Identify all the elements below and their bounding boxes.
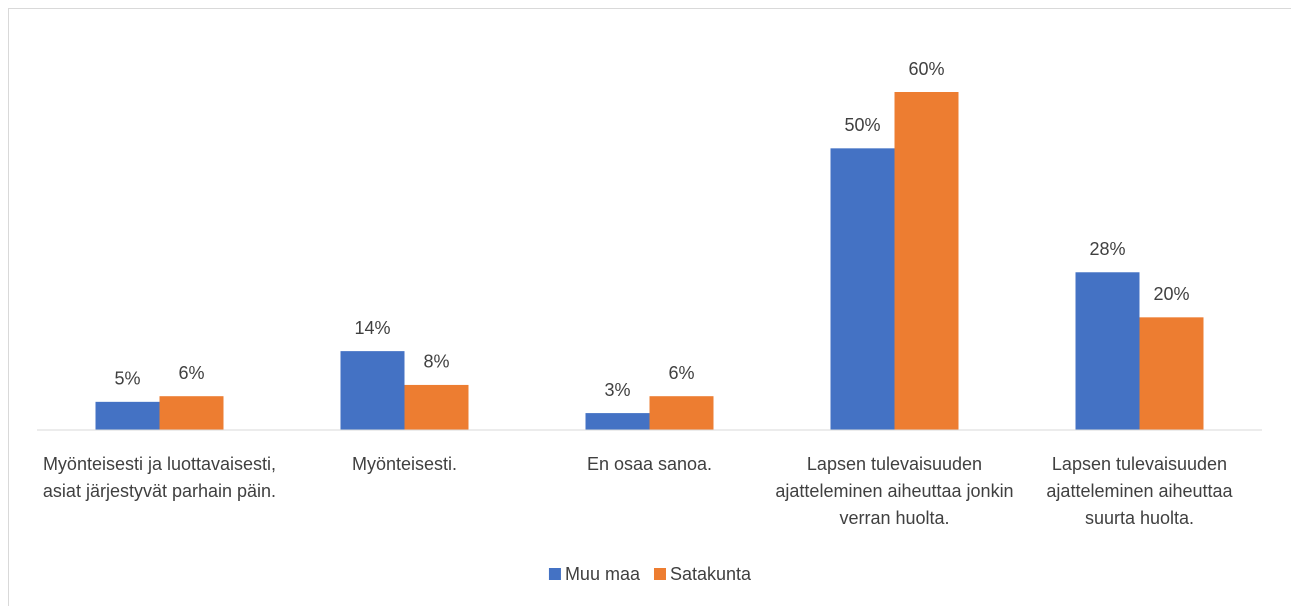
chart-frame [8,8,1291,606]
data-label: 3% [604,380,630,400]
legend-swatch [548,568,561,580]
legend-item: Muu maa [548,564,641,584]
data-label: 5% [114,369,140,389]
data-label: 6% [668,363,694,383]
data-label: 20% [1153,284,1189,304]
data-label: 14% [354,318,390,338]
bar [894,92,959,430]
data-label: 6% [178,363,204,383]
bar [830,148,895,431]
bar [340,351,405,430]
bar [649,396,714,430]
data-label: 28% [1089,239,1125,259]
bar [1139,317,1204,430]
bar [585,413,650,430]
bar [159,396,224,430]
x-tick-label: Myönteisesti. [351,454,458,474]
data-label: 50% [844,115,880,135]
legend-swatch [653,568,666,580]
x-tick-label: En osaa sanoa. [586,454,713,474]
data-label: 8% [423,352,449,372]
legend-item: Satakunta [653,564,752,584]
legend-label: Satakunta [670,564,752,584]
bar [1075,272,1140,430]
legend-label: Muu maa [565,564,641,584]
x-tick-label: Myönteisesti ja luottavaisesti, asiat jä… [42,454,277,501]
x-tick-label: Lapsen tulevaisuuden ajatteleminen aiheu… [775,454,1014,528]
data-label: 60% [908,59,944,79]
bar [95,401,160,430]
bar [404,384,469,430]
x-tick-label: Lapsen tulevaisuuden ajatteleminen aiheu… [1046,454,1233,528]
